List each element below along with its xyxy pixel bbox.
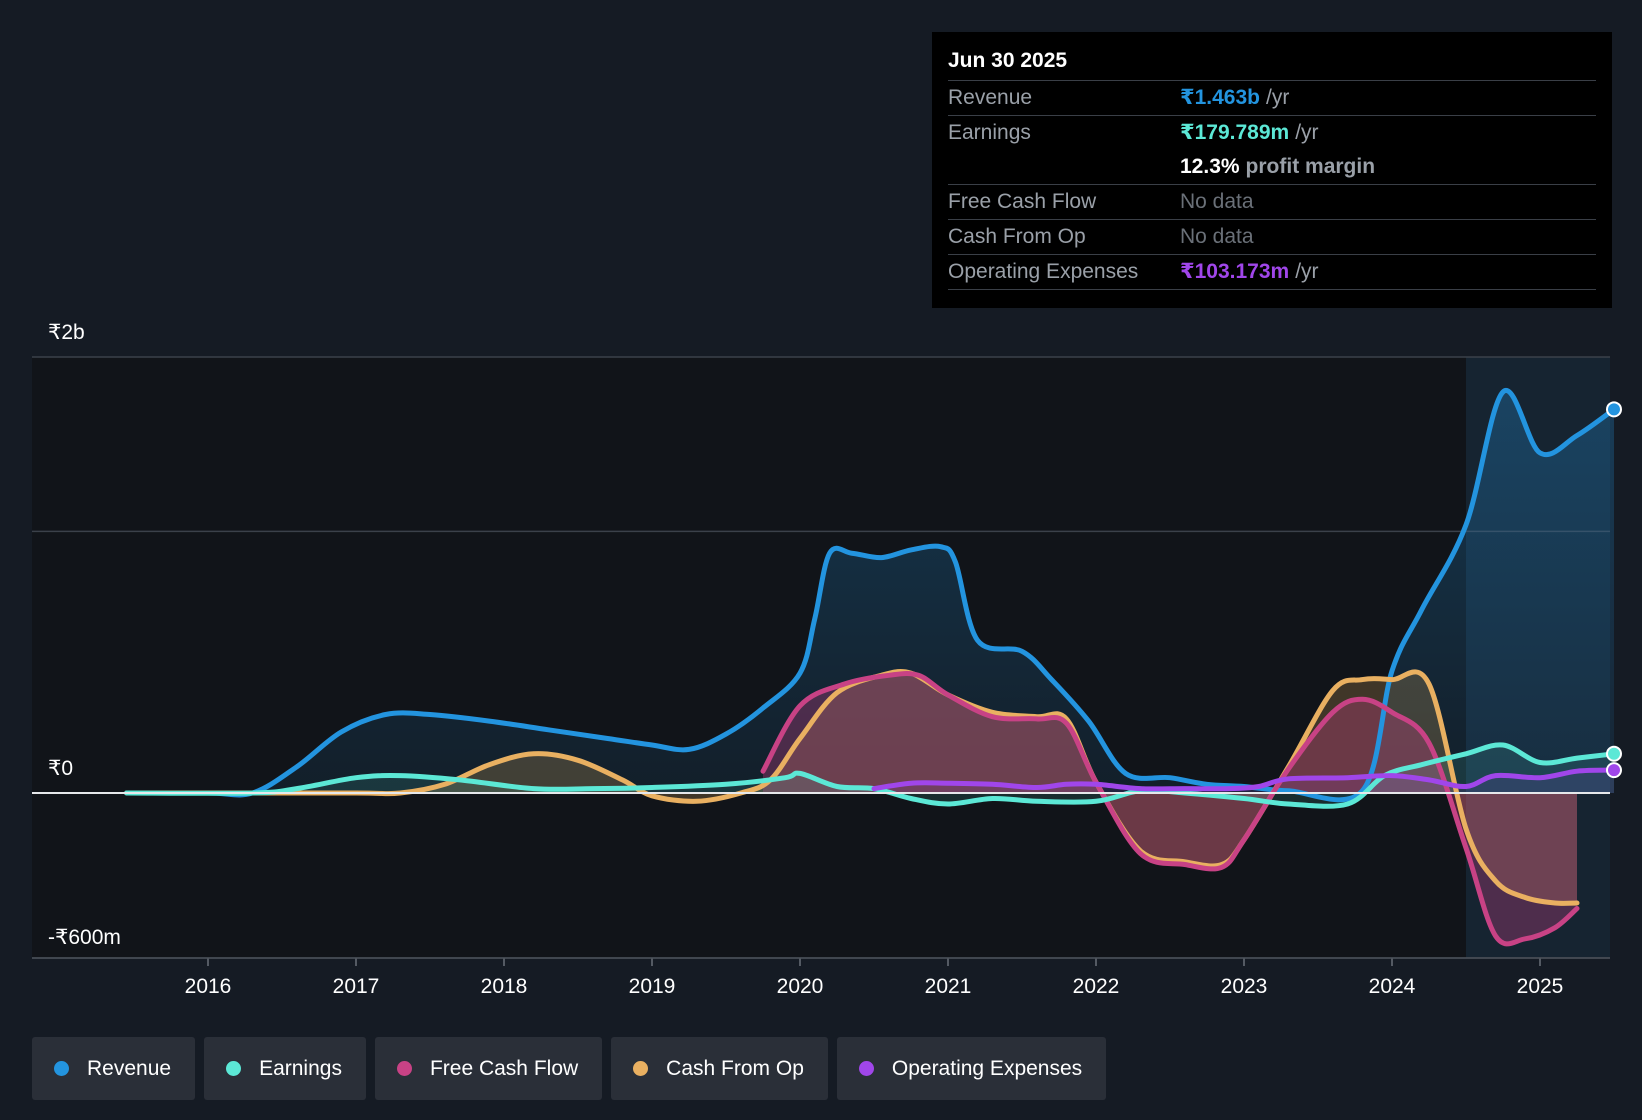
legend-label-operating-expenses: Operating Expenses — [891, 1056, 1083, 1080]
tooltip-row-cfo: Cash From Op No data — [948, 220, 1596, 255]
x-tick-label-2023: 2023 — [1221, 975, 1268, 998]
tooltip-row-margin: 12.3% profit margin — [948, 150, 1596, 185]
tooltip-opex-label: Operating Expenses — [948, 260, 1139, 283]
x-tick-label-2020: 2020 — [777, 975, 824, 998]
tooltip-cfo-label: Cash From Op — [948, 225, 1086, 248]
end-marker-operating-expenses — [1606, 762, 1622, 779]
line-operating-expenses — [871, 767, 1617, 792]
tooltip-margin-spacer — [948, 150, 1180, 184]
end-marker-revenue — [1606, 401, 1622, 418]
tooltip-earnings-suffix: /yr — [1295, 121, 1319, 144]
legend-dot-revenue-icon — [54, 1061, 69, 1076]
tooltip-revenue-label: Revenue — [948, 86, 1033, 109]
tooltip-panel: Jun 30 2025 Revenue ₹1.463b /yr Earnings… — [932, 32, 1612, 308]
area-free-cash-flow — [763, 673, 1577, 944]
tooltip-margin-value: 12.3% — [1180, 155, 1240, 178]
tooltip-fcf-value: No data — [1180, 190, 1254, 213]
legend-item-operating-expenses[interactable]: Operating Expenses — [836, 1037, 1107, 1100]
tooltip-revenue-suffix: /yr — [1266, 86, 1290, 109]
x-tick-label-2017: 2017 — [333, 975, 380, 998]
tooltip-opex-value: ₹103.173m — [1180, 260, 1290, 283]
x-tick-label-2022: 2022 — [1073, 975, 1120, 998]
legend-dot-fcf-icon — [396, 1061, 412, 1076]
legend-label-free-cash-flow: Free Cash Flow — [429, 1056, 579, 1080]
area-revenue — [126, 390, 1615, 800]
y-tick-label-1: ₹0 — [48, 757, 73, 780]
x-tick-label-2018: 2018 — [481, 975, 528, 998]
line-revenue — [124, 387, 1617, 803]
x-tick-label-2021: 2021 — [925, 975, 972, 998]
y-tick-label-0: ₹2b — [48, 321, 85, 344]
tooltip-margin-suffix: profit margin — [1245, 155, 1376, 178]
line-cash-from-op — [124, 668, 1580, 906]
tooltip-row-fcf: Free Cash Flow No data — [948, 185, 1596, 220]
legend-dot-cfo-icon — [633, 1061, 649, 1076]
legend-label-earnings: Earnings — [259, 1056, 342, 1080]
legend-label-cash-from-op: Cash From Op — [666, 1056, 804, 1080]
tooltip-row-opex: Operating Expenses ₹103.173m /yr — [948, 255, 1596, 290]
tooltip-opex-suffix: /yr — [1295, 260, 1319, 283]
x-tick-label-2025: 2025 — [1517, 975, 1564, 998]
y-tick-label-2: -₹600m — [48, 926, 121, 949]
tooltip-row-revenue: Revenue ₹1.463b /yr — [948, 81, 1596, 116]
line-earnings — [124, 742, 1617, 809]
line-free-cash-flow — [760, 670, 1580, 947]
x-tick-label-2016: 2016 — [185, 975, 232, 998]
end-marker-earnings — [1606, 745, 1622, 762]
tooltip-earnings-value: ₹179.789m — [1180, 121, 1290, 144]
area-earnings — [126, 744, 1615, 807]
tooltip-earnings-label: Earnings — [948, 121, 1031, 144]
legend-item-cash-from-op[interactable]: Cash From Op — [611, 1037, 828, 1100]
legend-dot-earnings-icon — [226, 1061, 242, 1076]
tooltip-cfo-value: No data — [1180, 225, 1254, 248]
legend-item-free-cash-flow[interactable]: Free Cash Flow — [374, 1037, 603, 1100]
legend-item-revenue[interactable]: Revenue — [32, 1037, 196, 1100]
tooltip-fcf-label: Free Cash Flow — [948, 190, 1097, 213]
legend: Revenue Earnings Free Cash Flow Cash Fro… — [32, 1037, 1107, 1100]
tooltip-row-earnings: Earnings ₹179.789m /yr — [948, 116, 1596, 150]
legend-dot-opex-icon — [858, 1061, 874, 1076]
tooltip-revenue-value: ₹1.463b — [1180, 86, 1260, 109]
legend-label-revenue: Revenue — [87, 1056, 172, 1080]
tooltip-date: Jun 30 2025 — [948, 46, 1596, 81]
x-tick-label-2024: 2024 — [1369, 975, 1416, 998]
x-tick-label-2019: 2019 — [629, 975, 676, 998]
legend-item-earnings[interactable]: Earnings — [204, 1037, 366, 1100]
